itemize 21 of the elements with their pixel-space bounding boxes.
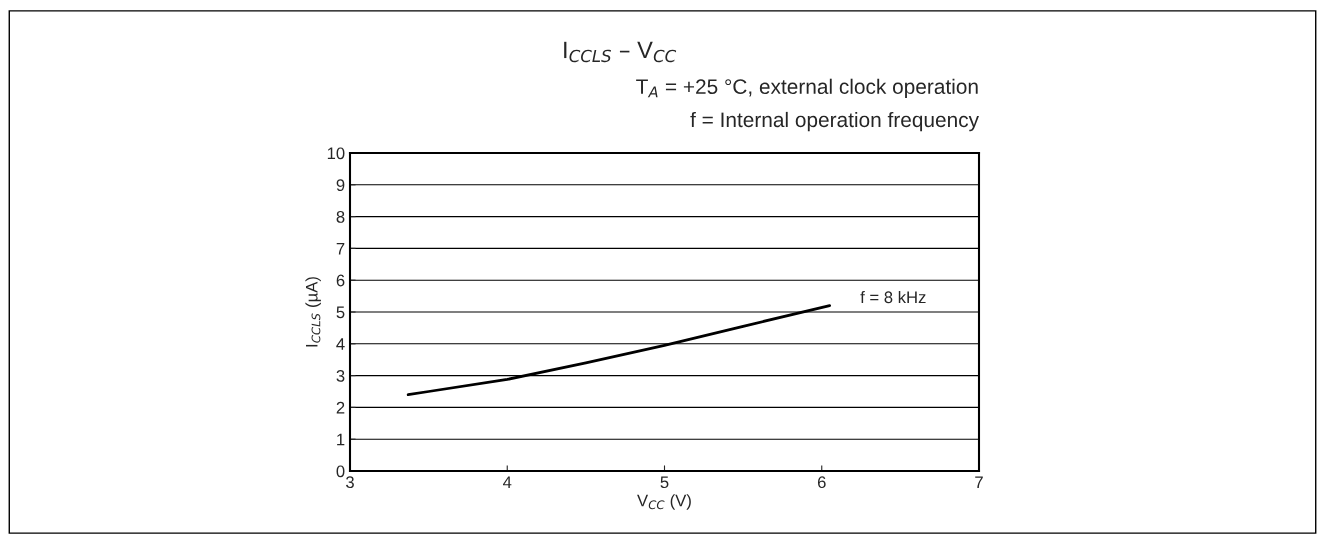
y-tick-label: 10: [327, 147, 345, 160]
y-axis-title: I$_{CCLS}$ (µA): [305, 277, 321, 347]
x-tick-label: 3: [346, 476, 354, 489]
x-tick-label: 6: [817, 476, 826, 489]
y-tick-label: 6: [336, 274, 345, 287]
x-axis-title: V$_{CC}$ (V): [637, 494, 691, 510]
y-tick-label: 4: [336, 338, 345, 350]
y-tick-label: 9: [336, 179, 345, 191]
y-tick-label: 0: [336, 465, 345, 478]
annotation: f = 8 kHz: [860, 290, 926, 304]
chart-title: I$_{CCLS}$ – V$_{CC}$: [564, 41, 677, 63]
y-tick-label: 3: [336, 370, 345, 382]
x-tick-label: 4: [503, 476, 512, 488]
y-tick-label: 5: [336, 306, 345, 319]
chart-subtitle: T$_{A}$ = +25 °C, external clock operation f = Internal operation frequency: [636, 78, 979, 132]
x-tick-label: 7: [975, 476, 983, 488]
y-tick-label: 1: [337, 433, 345, 446]
y-tick-label: 7: [336, 242, 345, 255]
y-tick-label: 2: [336, 401, 345, 414]
y-tick-label: 8: [336, 211, 345, 223]
x-tick-label: 5: [660, 476, 669, 489]
